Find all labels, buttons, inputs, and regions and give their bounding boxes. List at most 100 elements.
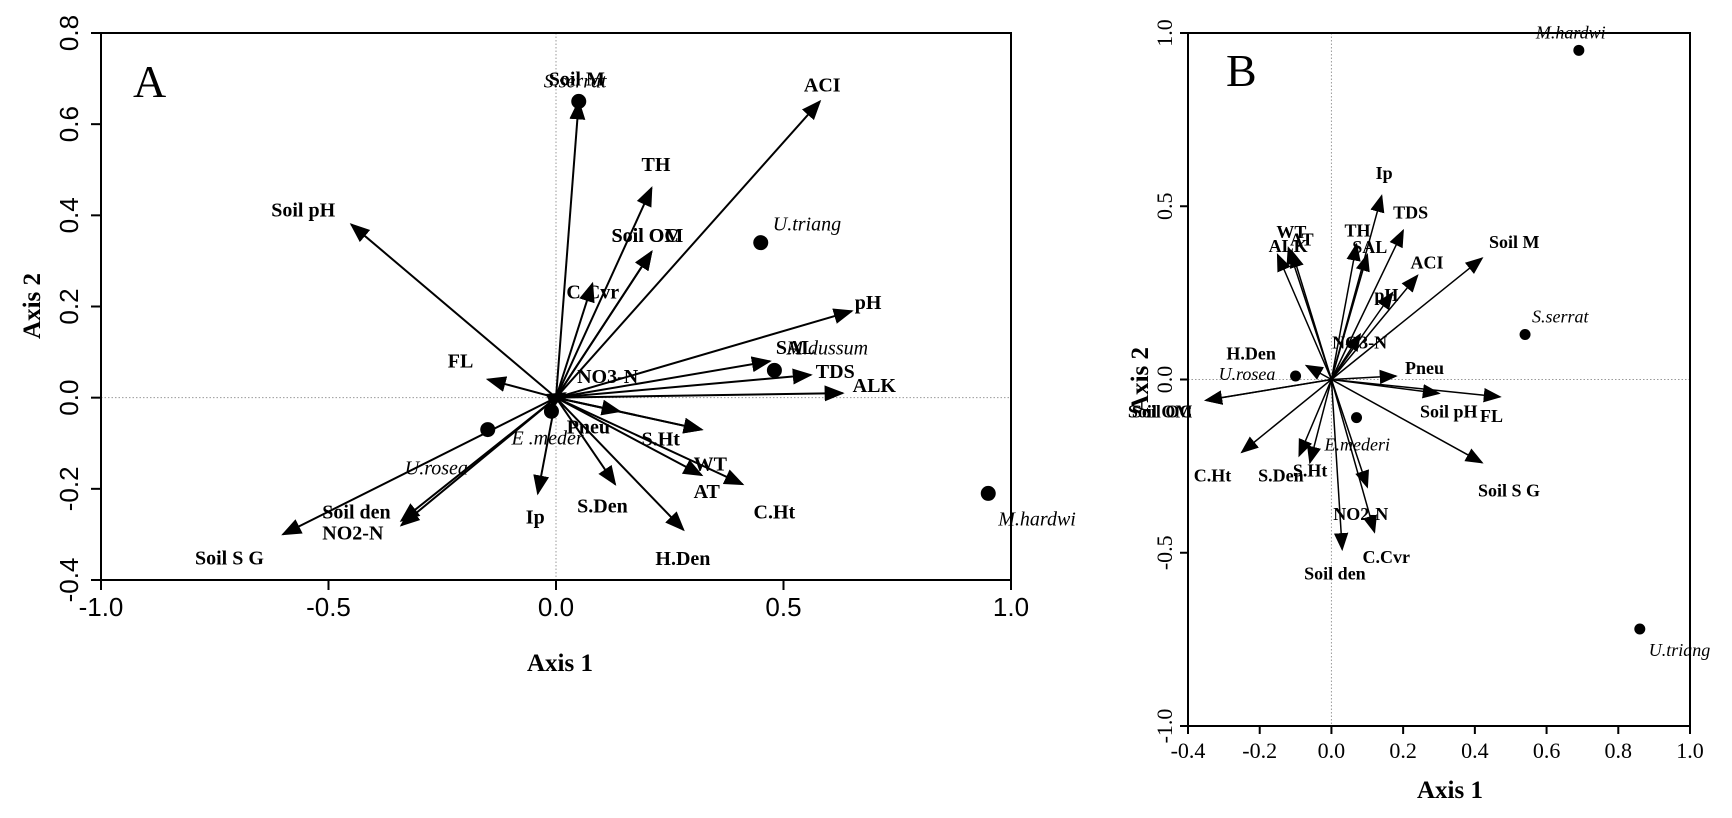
vector-arrow-soil-m (1330, 257, 1484, 381)
x-tick-label: -0.5 (306, 592, 351, 622)
vector-label-pneu: Pneu (567, 416, 610, 438)
x-tick-label: -1.0 (79, 592, 124, 622)
y-tick-label: -0.2 (54, 466, 84, 511)
vector-label-alk: ALK (1269, 236, 1308, 256)
vector-label-sal: SAL (1352, 237, 1387, 257)
panel-a-y-axis-title: Axis 2 (19, 273, 46, 339)
site-label-m-hardwi: M.hardwi (1535, 22, 1606, 42)
site-point-m-hardwi (1573, 44, 1585, 56)
vector-label-at: AT (1290, 229, 1314, 249)
vector-label-soil-den: Soil den (1304, 563, 1366, 583)
vector-label-s-den: S.Den (577, 495, 628, 517)
site-label-m-dussum: M.dussum (785, 337, 868, 359)
vector-arrow-at (1289, 249, 1333, 380)
vector-label-no3-n: NO3-N (1332, 332, 1387, 352)
vector-arrow-soil-s-g (1331, 378, 1484, 464)
site-point-m-hardwi (980, 485, 996, 501)
site-label-e-mederi: E.mederi (1324, 435, 1390, 455)
site-label-u-rosea: U.rosea (405, 458, 468, 480)
vector-arrow-th (555, 186, 653, 399)
site-label-e-meder: E .meder (510, 427, 583, 449)
panel-b-points: M.hardwi S.serrat U.rosea E.mederi U.triang (1219, 22, 1711, 660)
vector-arrow-c-cvr (555, 281, 595, 398)
y-tick-label: -1.0 (1152, 709, 1177, 744)
panel-a-x-axis-title: Axis 1 (527, 650, 593, 677)
site-point-e-meder (543, 403, 559, 419)
y-tick-label: -0.5 (1152, 535, 1177, 570)
vector-label-soil-ph: Soil pH (1420, 401, 1478, 421)
vector-label-pneu: Pneu (1405, 358, 1444, 378)
vector-arrow-c-ht (1240, 378, 1332, 454)
vector-arrow-soil-oc (555, 250, 653, 399)
x-tick-label: 0.5 (765, 592, 801, 622)
vector-label-c-ht: C.Ht (1194, 465, 1232, 485)
site-label-u-triang: U.triang (1649, 640, 1711, 660)
x-tick-label: 0.0 (538, 592, 574, 622)
vector-label-soil-oc: Soil OC (1132, 401, 1193, 421)
panel-b-x-ticks: -0.4 -0.2 0.0 0.2 0.4 0.6 0.8 1.0 (1171, 726, 1704, 763)
vector-arrow-ph (1330, 291, 1394, 380)
vector-arrow-soil-m (555, 99, 586, 398)
vector-arrow-s-den (555, 397, 617, 486)
y-tick-label: 0.4 (54, 197, 84, 233)
x-tick-label: 0.4 (1461, 738, 1489, 763)
vector-arrow-c-cvr (1330, 379, 1377, 534)
site-label-s-serrat: S.serrat (544, 70, 607, 92)
vector-label-fl: FL (1480, 406, 1503, 426)
vector-arrow-ph (555, 308, 854, 399)
site-point-u-rosea (480, 422, 496, 438)
vector-label-aci: ACI (804, 74, 841, 96)
vector-label-c-cvr: C.Cvr (566, 282, 619, 304)
vector-label-soil-om: Soil OM (1128, 401, 1193, 421)
site-point-u-rosea (1290, 370, 1302, 382)
vector-arrow-at (555, 396, 704, 477)
x-tick-label: -0.2 (1242, 738, 1277, 763)
vector-arrow-tds (1330, 228, 1404, 380)
vector-arrow-no3-n (1330, 332, 1362, 380)
vector-label-soil-m: Soil M (549, 68, 605, 90)
vector-label-c-ht: C.Ht (754, 501, 796, 523)
vector-arrow-alk (1276, 253, 1333, 380)
vector-arrow-aci (1330, 274, 1419, 380)
panel-b-y-ticks: -1.0 -0.5 0.0 0.5 1.0 (1152, 19, 1188, 743)
panel-b-x-axis-title: Axis 1 (1417, 777, 1483, 804)
panel-b-letter: B (1226, 45, 1257, 96)
vector-arrow-no2-n (399, 396, 557, 527)
vector-arrow-alk (555, 385, 845, 402)
vector-label-tds: TDS (1393, 203, 1428, 223)
vector-arrow-soil-den (1330, 379, 1349, 552)
y-tick-label: -0.4 (54, 558, 84, 603)
vector-label-s-den: S.Den (1258, 466, 1304, 486)
site-label-u-triang: U.triang (773, 214, 841, 236)
site-point-u-triang (1634, 623, 1646, 635)
vector-arrow-pneu (1331, 369, 1398, 385)
vector-arrow-fl (485, 376, 557, 399)
x-tick-label: 1.0 (993, 592, 1029, 622)
vector-arrow-h-den (1304, 364, 1332, 381)
vector-label-s-ht: S.Ht (1293, 461, 1328, 481)
x-tick-label: 0.8 (1605, 738, 1633, 763)
vector-arrow-s-ht (1307, 379, 1333, 465)
vector-label-th: TH (1345, 220, 1371, 240)
vector-arrow-tds (555, 368, 813, 399)
vector-arrow-aci (555, 99, 822, 399)
vector-label-no2-n: NO2-N (322, 522, 384, 544)
y-tick-label: 0.8 (54, 15, 84, 51)
vector-label-no2-n: NO2-N (1333, 504, 1388, 524)
vector-label-s-ht: S.Ht (642, 429, 681, 451)
panel-a-letter: A (133, 56, 166, 107)
panel-b-y-axis-title: Axis 2 (1127, 347, 1154, 413)
vector-label-ph: pH (1374, 285, 1398, 305)
x-tick-label: 0.0 (1318, 738, 1346, 763)
y-tick-label: 0.2 (54, 288, 84, 324)
vector-label-th: TH (642, 154, 671, 176)
site-label-m-hardwi: M.hardwi (997, 508, 1076, 530)
vector-arrow-no2-n (1330, 379, 1369, 489)
vector-label-ph: pH (855, 292, 882, 314)
vector-label-ip: Ip (1376, 163, 1393, 183)
vector-label-soil-om: Soil OM (612, 225, 684, 247)
vector-arrow-no3-n (545, 392, 567, 409)
vector-label-aci: ACI (1410, 253, 1443, 273)
